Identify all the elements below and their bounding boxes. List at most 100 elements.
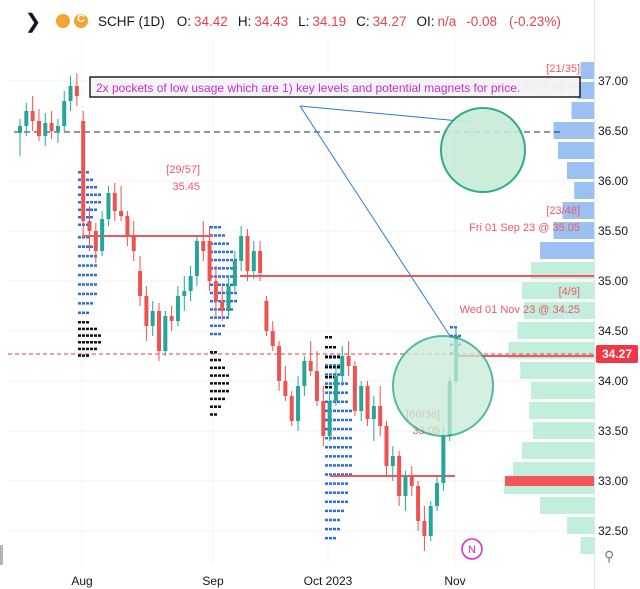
symbol-label: SCHF (1D)	[98, 13, 165, 29]
session-profile-dot	[333, 518, 336, 522]
candle-body	[188, 276, 193, 291]
session-profile-dot	[86, 186, 89, 189]
session-profile-dot	[94, 327, 97, 331]
session-profile-dot	[329, 491, 332, 494]
session-profile-dot	[86, 208, 89, 211]
candle-body	[327, 401, 332, 436]
session-profile-dot	[226, 382, 229, 385]
session-profile-dot	[82, 311, 85, 315]
candle-body	[283, 381, 288, 396]
session-profile-dot	[226, 389, 229, 393]
session-profile-dot	[90, 193, 93, 196]
session-profile-dot	[458, 334, 461, 338]
session-profile-dot	[333, 491, 336, 494]
session-profile-dot	[345, 464, 348, 467]
session-profile-dot	[226, 374, 229, 377]
session-profile-dot	[214, 382, 217, 385]
chevron-left-icon[interactable]: ❯	[24, 10, 42, 33]
session-profile-dot	[90, 347, 93, 351]
session-profile-dot	[325, 356, 328, 359]
session-profile-dot	[341, 509, 344, 513]
session-profile-dot	[86, 264, 89, 267]
candle-body	[435, 483, 440, 506]
session-profile-dot	[82, 264, 85, 267]
session-profile-dot	[325, 491, 328, 494]
change-pct-value: (-0.23%)	[509, 13, 561, 29]
session-profile-dot	[210, 308, 213, 311]
session-profile-dot	[214, 358, 217, 362]
candle-body	[422, 521, 427, 536]
session-profile-dot	[86, 347, 89, 351]
session-profile-dot	[82, 347, 85, 351]
annotation-circle[interactable]	[440, 107, 526, 193]
session-profile-dot	[78, 264, 81, 267]
annotation-box[interactable]	[89, 76, 581, 98]
session-profile-dot	[90, 334, 93, 337]
session-profile-dot	[210, 351, 213, 354]
candle-body	[403, 476, 408, 496]
level-count-label: [4/9]	[559, 286, 580, 298]
session-profile-dot	[94, 334, 97, 337]
session-profile-dot	[349, 427, 352, 431]
session-profile-dot	[218, 234, 221, 237]
session-profile-dot	[214, 374, 217, 377]
session-profile-dot	[78, 302, 81, 305]
session-profile-dot	[329, 356, 332, 359]
volume-profile-bar	[523, 302, 594, 319]
currency-c-icon	[74, 13, 88, 28]
session-profile-dot	[341, 500, 344, 504]
y-tick-label: 34.50	[598, 324, 628, 338]
candle-body	[169, 316, 174, 321]
volume-profile-bar	[508, 342, 594, 359]
session-profile-dot	[210, 332, 213, 336]
candle-body	[397, 456, 402, 496]
candle-body	[314, 371, 319, 401]
candle-body	[245, 236, 250, 271]
candle-body	[49, 123, 54, 131]
session-profile-dot	[341, 409, 344, 413]
y-tick-label: 36.00	[598, 174, 628, 188]
session-profile-dot	[329, 527, 332, 531]
session-profile-dot	[210, 397, 213, 401]
volume-profile-bar	[532, 422, 594, 439]
session-profile-dot	[78, 171, 81, 174]
session-profile-dot	[337, 509, 340, 513]
session-profile-dot	[218, 324, 221, 328]
session-profile-dot	[345, 455, 348, 458]
session-profile-dot	[86, 321, 89, 324]
session-profile-dot	[210, 358, 213, 362]
session-profile-dot	[210, 405, 213, 408]
annotation-line	[299, 105, 471, 123]
candle-body	[18, 126, 22, 133]
session-profile-dot	[234, 258, 237, 262]
scroll-handle[interactable]	[0, 545, 3, 565]
session-profile-dot	[349, 464, 352, 467]
settings-icon[interactable]: ⚲	[604, 548, 614, 564]
candle-body	[125, 216, 130, 236]
candle-body	[359, 386, 364, 411]
candle-body	[264, 301, 269, 331]
session-profile-dot	[214, 324, 217, 328]
y-tick-label: 33.50	[598, 424, 628, 438]
session-profile-dot	[90, 254, 93, 258]
session-profile-dot	[329, 436, 332, 440]
session-profile-dot	[222, 389, 225, 393]
volume-profile-poc	[505, 476, 594, 486]
session-profile-dot	[333, 346, 336, 349]
candle-body	[365, 386, 370, 419]
annotation-circle[interactable]	[392, 335, 494, 437]
session-profile-dot	[222, 250, 225, 254]
session-profile-dot	[329, 500, 332, 504]
session-profile-dot	[94, 186, 97, 189]
session-profile-dot	[333, 366, 336, 369]
high-value: 34.43	[254, 13, 289, 29]
session-profile-dot	[218, 283, 221, 286]
session-profile-dot	[86, 283, 89, 286]
session-profile-dot	[329, 382, 332, 385]
session-profile-dot	[349, 436, 352, 440]
session-profile-dot	[329, 386, 332, 389]
candle-body	[213, 281, 218, 301]
news-marker-icon[interactable]	[461, 538, 483, 560]
